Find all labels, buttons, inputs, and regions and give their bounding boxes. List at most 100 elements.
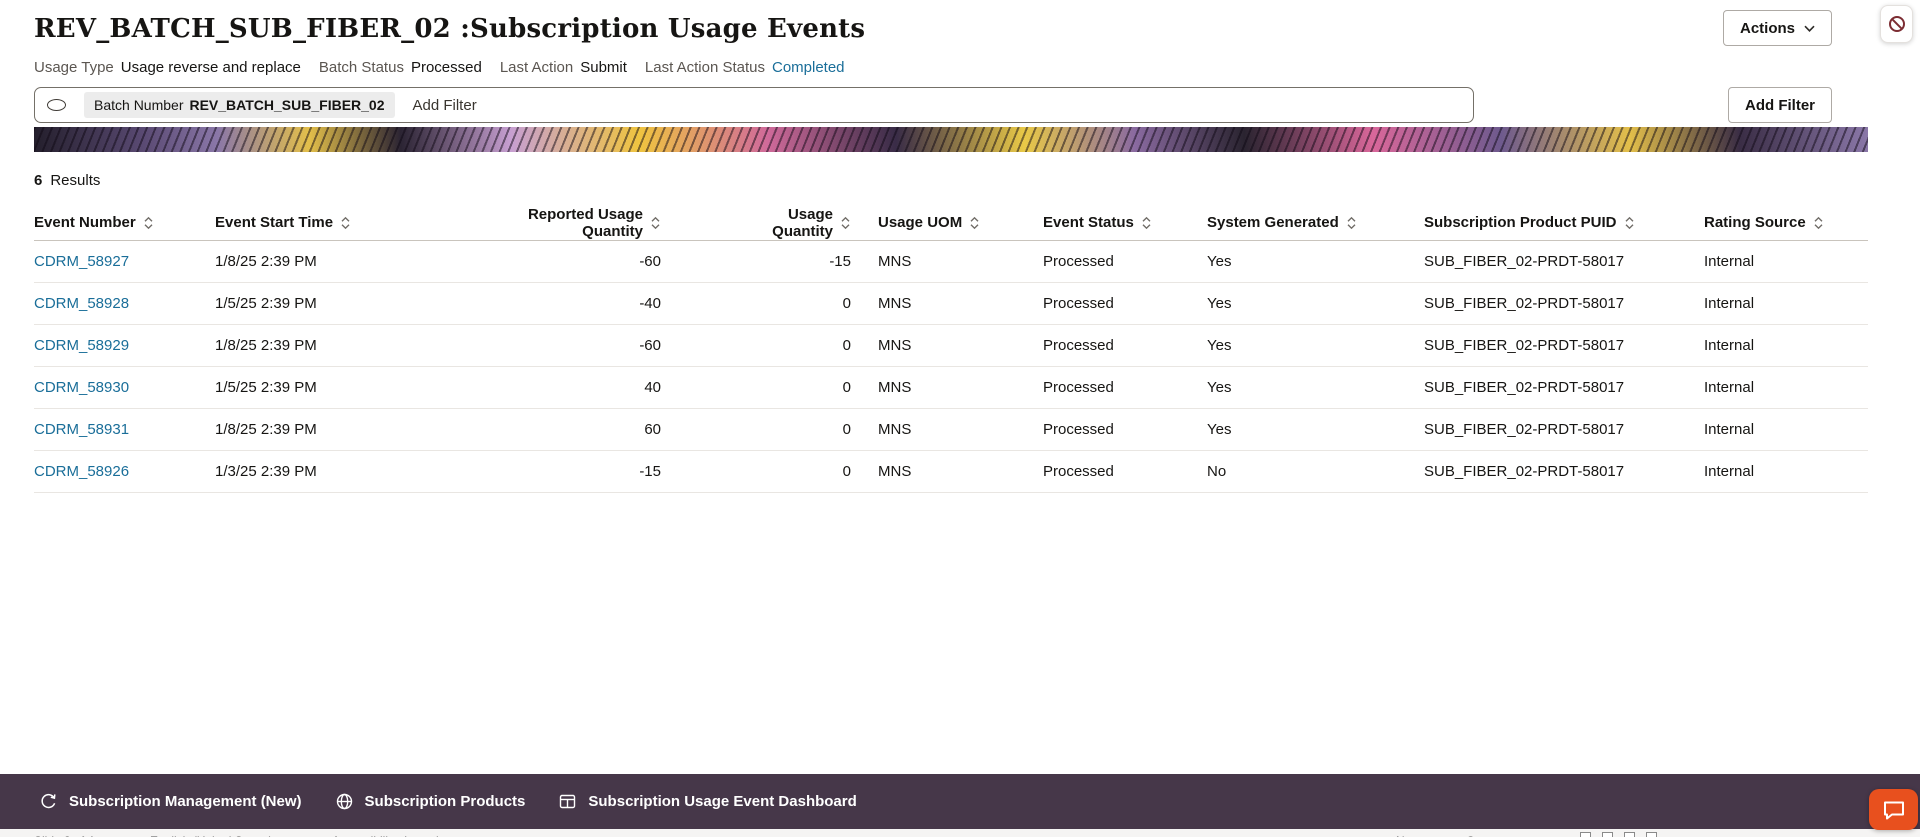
filter-row: Batch Number REV_BATCH_SUB_FIBER_02 Add … <box>34 87 1832 123</box>
meta-last-action-status: Last Action Status Completed <box>645 59 845 76</box>
cell-system_generated: Yes <box>1207 295 1232 312</box>
table-row: CDRM_58930 1/5/25 2:39 PM 40 0 MNS Processed Y… <box>34 367 1868 409</box>
accessibility-status[interactable]: Accessibility: Investigate <box>332 830 462 837</box>
blocked-badge-button[interactable] <box>1880 5 1913 43</box>
page-title: REV_BATCH_SUB_FIBER_02 :Subscription Usa… <box>34 14 866 44</box>
app-window: REV_BATCH_SUB_FIBER_02 :Subscription Usa… <box>0 5 1920 837</box>
sort-icon[interactable] <box>1346 216 1357 230</box>
event-number-link[interactable]: CDRM_58928 <box>34 295 130 312</box>
cell-status: Processed <box>1043 463 1114 480</box>
footer-item-subscription-management[interactable]: Subscription Management (New) <box>38 791 302 812</box>
results-count-number: 6 <box>34 172 43 189</box>
footer-item-usage-event-dashboard[interactable]: Subscription Usage Event Dashboard <box>557 791 857 812</box>
sort-icon[interactable] <box>143 216 154 230</box>
event-number-link[interactable]: CDRM_58927 <box>34 253 130 270</box>
cell-product_puid: SUB_FIBER_02-PRDT-58017 <box>1424 253 1625 270</box>
cell-product_puid: SUB_FIBER_02-PRDT-58017 <box>1424 379 1625 396</box>
cell-start_time: 1/8/25 2:39 PM <box>215 421 317 438</box>
cell-usage_qty: 0 <box>842 463 851 480</box>
cell-rating_source: Internal <box>1704 295 1755 312</box>
meta-label: Usage Type <box>34 59 114 76</box>
chat-widget-button[interactable] <box>1869 789 1918 830</box>
actions-button[interactable]: Actions <box>1722 10 1832 46</box>
meta-last-action: Last Action Submit <box>500 59 627 76</box>
add-filter-placeholder[interactable]: Add Filter <box>412 96 477 114</box>
decorative-banner <box>34 127 1868 152</box>
column-header-label: Event Start Time <box>215 214 334 231</box>
cell-rating_source: Internal <box>1704 463 1755 480</box>
cell-usage_qty: 0 <box>842 379 851 396</box>
column-header-rating_source[interactable]: Rating Source <box>1704 214 1868 231</box>
column-header-label: Rating Source <box>1704 214 1806 231</box>
filter-chip[interactable]: Batch Number REV_BATCH_SUB_FIBER_02 <box>84 92 395 118</box>
table-header: Event Number Event Start Time Reported Usa… <box>34 205 1868 241</box>
language-indicator[interactable]: English (United States) <box>150 830 273 837</box>
cell-system_generated: Yes <box>1207 253 1232 270</box>
cell-event_number: CDRM_58926 <box>34 463 215 480</box>
add-filter-button-label: Add Filter <box>1745 96 1815 114</box>
column-header-status[interactable]: Event Status <box>1043 214 1207 231</box>
cell-event_number: CDRM_58930 <box>34 379 215 396</box>
column-header-product_puid[interactable]: Subscription Product PUID <box>1424 214 1704 231</box>
sort-icon[interactable] <box>650 216 661 230</box>
column-header-label: Event Number <box>34 214 136 231</box>
column-header-start_time[interactable]: Event Start Time <box>215 214 470 231</box>
column-header-system_generated[interactable]: System Generated <box>1207 214 1424 231</box>
cell-usage_qty: 0 <box>842 337 851 354</box>
column-header-event_number[interactable]: Event Number <box>34 214 215 231</box>
cell-system_generated: No <box>1207 463 1227 480</box>
event-number-link[interactable]: CDRM_58929 <box>34 337 130 354</box>
last-action-status-link[interactable]: Completed <box>771 59 845 76</box>
column-header-label: Subscription Product PUID <box>1424 214 1617 231</box>
column-header-reported_qty[interactable]: Reported Usage Quantity <box>470 206 725 240</box>
view-normal-icon[interactable] <box>1580 832 1591 837</box>
globe-icon <box>334 791 355 812</box>
event-number-link[interactable]: CDRM_58930 <box>34 379 130 396</box>
status-bar-inner: Slide 3 of 4 English (United States) Acc… <box>0 829 1920 837</box>
meta-value: Processed <box>410 59 482 76</box>
column-header-label: Event Status <box>1043 214 1134 231</box>
view-reading-icon[interactable] <box>1624 832 1635 837</box>
add-filter-button[interactable]: Add Filter <box>1728 87 1832 123</box>
sort-icon[interactable] <box>969 216 980 230</box>
comments-button[interactable]: Comments <box>1466 830 1524 837</box>
cell-event_number: CDRM_58931 <box>34 421 215 438</box>
view-slidesort-icon[interactable] <box>1602 832 1613 837</box>
filter-toggle-icon[interactable] <box>47 99 66 111</box>
record-meta: Usage Type Usage reverse and replace Bat… <box>34 59 1920 76</box>
no-entry-icon <box>1888 15 1906 33</box>
filter-input[interactable]: Batch Number REV_BATCH_SUB_FIBER_02 Add … <box>34 87 1474 123</box>
event-number-link[interactable]: CDRM_58931 <box>34 421 130 438</box>
cell-uom: MNS <box>878 253 912 270</box>
cell-uom: MNS <box>878 337 912 354</box>
column-header-usage_qty[interactable]: Usage Quantity <box>725 206 878 240</box>
sort-icon[interactable] <box>1624 216 1635 230</box>
cell-system_generated: Yes <box>1207 379 1232 396</box>
filter-chip-label: Batch Number <box>94 97 184 113</box>
loop-icon <box>38 791 59 812</box>
meta-label: Last Action Status <box>644 59 765 76</box>
column-header-label: Usage Quantity <box>772 205 833 240</box>
sort-icon[interactable] <box>840 216 851 230</box>
notes-button[interactable]: Notes <box>1396 830 1427 837</box>
meta-value: Usage reverse and replace <box>120 59 301 76</box>
cell-reported_qty: 60 <box>644 421 661 438</box>
event-number-link[interactable]: CDRM_58926 <box>34 463 130 480</box>
meta-label: Last Action <box>499 59 574 76</box>
sort-icon[interactable] <box>1141 216 1152 230</box>
cell-reported_qty: -40 <box>639 295 661 312</box>
cell-rating_source: Internal <box>1704 337 1755 354</box>
cell-rating_source: Internal <box>1704 253 1755 270</box>
footer-item-subscription-products[interactable]: Subscription Products <box>334 791 525 812</box>
cell-reported_qty: -60 <box>639 253 661 270</box>
view-slideshow-icon[interactable] <box>1646 832 1657 837</box>
results-count: 6 Results <box>34 172 1920 189</box>
sort-icon[interactable] <box>1813 216 1824 230</box>
cell-status: Processed <box>1043 421 1114 438</box>
sort-icon[interactable] <box>340 216 351 230</box>
table-row: CDRM_58929 1/8/25 2:39 PM -60 0 MNS Processed… <box>34 325 1868 367</box>
column-header-label: Reported Usage Quantity <box>527 205 643 240</box>
column-header-uom[interactable]: Usage UOM <box>878 214 1043 231</box>
cell-system_generated: Yes <box>1207 337 1232 354</box>
cell-reported_qty: -60 <box>639 337 661 354</box>
